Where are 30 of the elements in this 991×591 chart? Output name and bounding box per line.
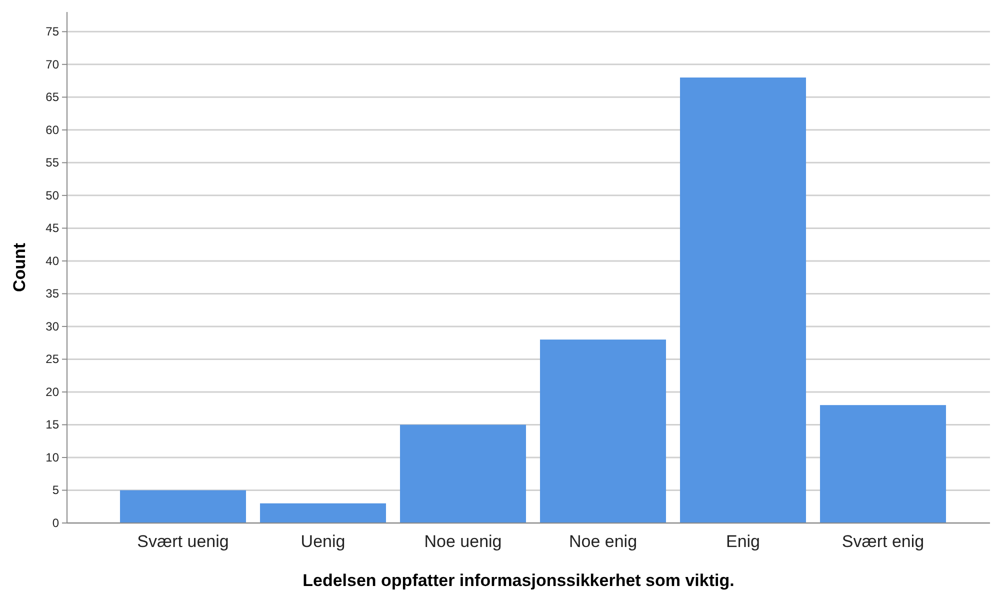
bar [260, 503, 386, 523]
y-tick-label: 75 [46, 24, 60, 38]
bar [400, 424, 526, 523]
y-tick-label: 10 [46, 450, 60, 464]
y-tick-label: 40 [46, 254, 60, 268]
y-tick-label: 35 [46, 286, 60, 301]
bar [540, 340, 666, 523]
x-tick-label: Noe uenig [424, 532, 502, 552]
y-tick-label: 55 [46, 156, 60, 170]
y-tick-label: 70 [46, 57, 60, 72]
y-tick-label: 60 [46, 122, 60, 137]
x-tick-label: Uenig [300, 532, 346, 552]
y-tick-label: 45 [46, 221, 60, 236]
bar [820, 405, 946, 523]
y-tick-label: 5 [52, 483, 60, 498]
y-tick-label: 20 [46, 384, 60, 399]
y-tick-label: 25 [46, 352, 60, 366]
y-tick-label: 0 [52, 516, 60, 530]
x-tick-label: Noe enig [568, 532, 638, 552]
y-axis-title: Count [10, 242, 29, 292]
y-tick-label: 30 [46, 319, 60, 334]
x-tick-label: Svært uenig [137, 532, 229, 552]
bar [680, 78, 806, 523]
bar [120, 490, 246, 523]
y-tick-label: 15 [46, 418, 60, 432]
x-tick-label: Svært enig [842, 532, 924, 552]
y-tick-label: 50 [46, 188, 60, 202]
x-tick-label: Enig [726, 532, 760, 552]
x-axis-title: Ledelsen oppfatter informasjonssikkerhet som viktig. [302, 571, 734, 590]
y-tick-label: 65 [46, 90, 60, 104]
